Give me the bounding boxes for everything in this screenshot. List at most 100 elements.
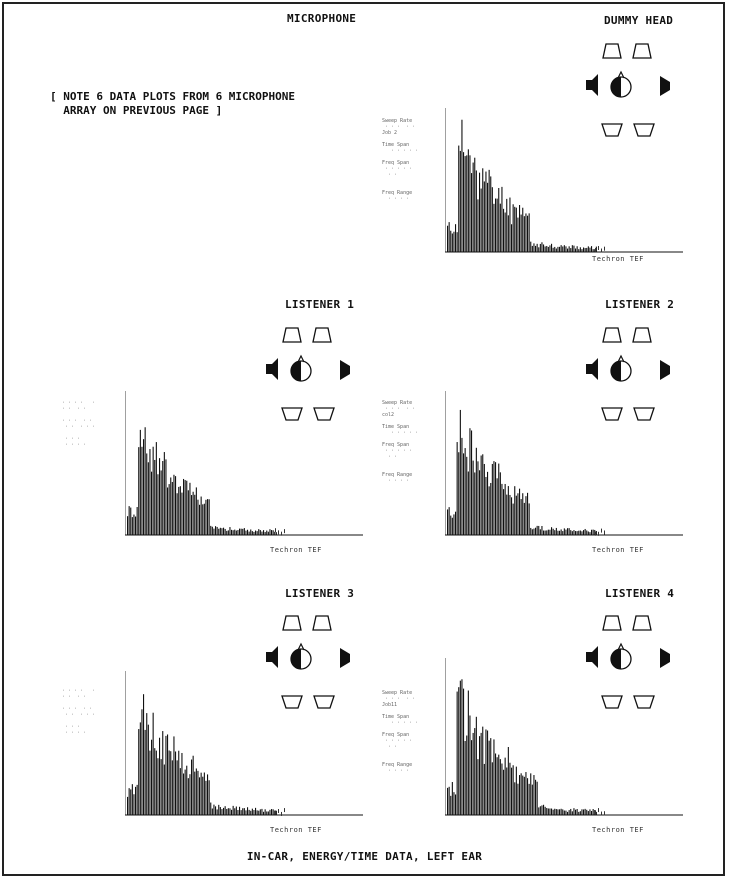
etc-bar (485, 476, 487, 535)
etc-bar (459, 150, 461, 252)
etc-bar (202, 776, 204, 815)
etc-bar (135, 786, 137, 815)
etc-bar (595, 810, 596, 815)
etc-bar (264, 532, 266, 535)
etc-bar (546, 807, 548, 815)
etc-bar (281, 531, 282, 536)
etc-bar (474, 157, 476, 252)
etc-bar (245, 810, 247, 815)
figure-caption: IN-CAR, ENERGY/TIME DATA, LEFT EAR (246, 850, 483, 863)
etc-bar (461, 119, 463, 252)
etc-bar (555, 527, 557, 535)
etc-bar (243, 808, 245, 815)
etc-bar (583, 247, 585, 252)
etc-bar (584, 808, 586, 815)
etc-bar (207, 774, 209, 815)
etc-bar (184, 480, 186, 535)
etc-bar (490, 482, 492, 535)
etc-bar (581, 249, 583, 252)
listener-1-label: LISTENER 1 (285, 298, 355, 311)
etc-bar (219, 527, 221, 535)
etc-bar (155, 750, 157, 815)
etc-bar (203, 772, 205, 815)
etc-bar (535, 245, 537, 252)
etc-bar (503, 769, 505, 815)
listener-head-icon (611, 77, 621, 97)
brand-tag-listener-1: Techron TEF (270, 546, 322, 554)
etc-bar (151, 471, 153, 535)
speaker-icon (266, 358, 278, 380)
etc-bar (194, 494, 196, 535)
etc-bar (512, 204, 514, 252)
etc-bar (466, 155, 468, 252)
etc-bar (504, 483, 506, 535)
etc-bar (565, 810, 567, 815)
etc-bar (255, 807, 257, 815)
etc-bar (472, 732, 474, 815)
etc-bar (247, 807, 249, 815)
etc-bar (226, 530, 228, 535)
etc-bar (533, 243, 535, 252)
etc-bar (234, 808, 236, 815)
listener-head-icon (617, 70, 625, 79)
etc-bar (541, 525, 543, 535)
etc-bar (261, 808, 263, 815)
etc-bar (531, 784, 533, 815)
etc-bar (523, 502, 525, 535)
etc-bar (267, 531, 269, 535)
etc-bar (227, 808, 229, 815)
etc-bar (512, 765, 514, 815)
etc-bar (555, 248, 557, 252)
etc-bar (586, 247, 588, 252)
etc-bar (506, 198, 508, 252)
etc-bar (493, 203, 495, 252)
etc-bar (154, 748, 156, 815)
speaker-icon (586, 646, 598, 668)
side-text-listener-1: · · · · · · · · · · · · · · · · · · · · … (62, 400, 96, 448)
etc-bar (498, 463, 500, 535)
etc-bar (575, 248, 577, 252)
etc-bar (533, 775, 535, 815)
etc-bar (531, 529, 533, 535)
etc-bar (197, 770, 199, 815)
etc-bar (528, 213, 530, 252)
etc-bar (567, 811, 569, 815)
etc-bar (535, 527, 537, 535)
etc-bar (490, 738, 492, 815)
etc-bar (223, 527, 225, 535)
listener-head-icon (617, 354, 625, 363)
etc-bar (194, 771, 196, 815)
etc-bar (170, 751, 172, 815)
etc-bar (475, 447, 477, 535)
etc-bar (235, 530, 237, 535)
speaker-icon (312, 615, 332, 631)
etc-bar (472, 162, 474, 252)
etc-bar (205, 780, 207, 815)
etc-bar (235, 806, 237, 815)
side-text-dummy: Sweep Rate · · · · · Job 2 Time Span · ·… (382, 118, 419, 202)
etc-bar (579, 247, 581, 252)
etc-bar (274, 531, 276, 535)
etc-bar (163, 452, 165, 535)
etc-bar (149, 750, 151, 815)
etc-bar (258, 529, 260, 535)
etc-bar (448, 222, 450, 252)
etc-bar (242, 528, 244, 535)
etc-bar (211, 526, 213, 535)
etc-bar (519, 775, 521, 815)
etc-bar (501, 186, 503, 252)
etc-bar (485, 729, 487, 815)
etc-bar (598, 246, 599, 251)
etc-bar (187, 490, 189, 535)
etc-bar (143, 694, 145, 815)
etc-bar (586, 530, 588, 535)
etc-bar (578, 249, 580, 252)
etc-bar (455, 794, 457, 815)
etc-bar (554, 530, 556, 535)
etc-bar (576, 246, 578, 252)
etc-bar (471, 740, 473, 815)
etc-bar (144, 427, 146, 535)
etc-bar (507, 486, 509, 535)
etc-bar (141, 709, 143, 815)
speaker-icon (312, 327, 332, 343)
